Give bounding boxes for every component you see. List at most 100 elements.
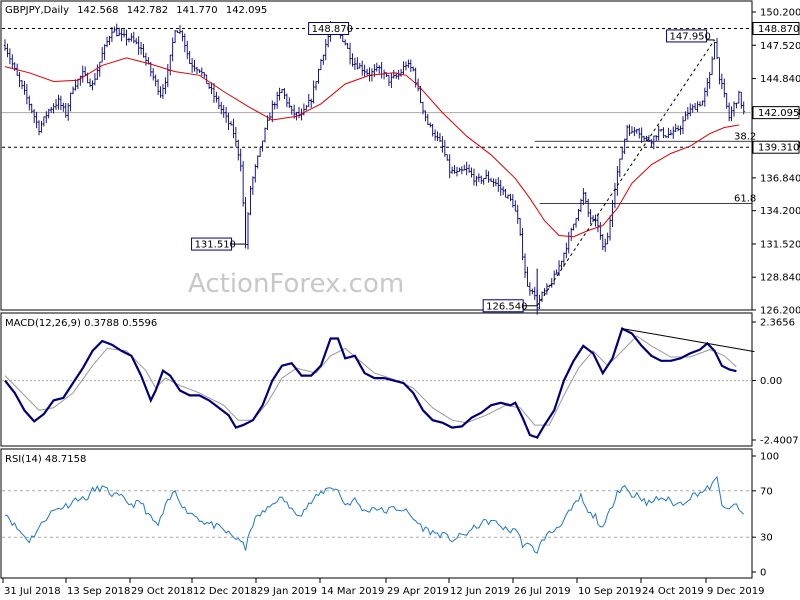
ohlc-bar [484, 169, 488, 180]
ohlc-bar [62, 102, 65, 112]
ohlc-bar [161, 84, 165, 99]
ohlc-bar [98, 61, 101, 77]
ohlc-bar [127, 37, 131, 43]
ohlc-bar [708, 71, 711, 89]
x-tick-label: 24 Oct 2019 [642, 586, 704, 597]
ohlc-bar [582, 188, 585, 206]
ohlc-bar [499, 179, 502, 196]
ohlc-bar [222, 105, 225, 118]
ohlc-bar [443, 139, 447, 157]
ohlc-bar [684, 111, 687, 122]
macd-signal-line [4, 335, 737, 426]
ohlc-bar [181, 30, 184, 42]
ohlc-bar [273, 102, 276, 110]
ohlc-bar [672, 126, 675, 139]
ohlc-bar [271, 100, 274, 123]
ohlc-bar [166, 64, 170, 88]
swing-box [482, 299, 524, 313]
ohlc-bar [521, 227, 524, 261]
ohlc-bar [246, 212, 250, 250]
ohlc-bar [628, 124, 631, 136]
level-box [752, 140, 800, 154]
ohlc-bar [132, 31, 135, 44]
ohlc-bar [224, 107, 228, 123]
ohlc-bar [91, 80, 94, 91]
ohlc-bar [319, 58, 323, 71]
ohlc-bar [256, 155, 259, 169]
ohlc-bar [275, 91, 279, 109]
ohlc-bar [640, 127, 643, 143]
ohlc-bar [341, 34, 344, 43]
ohlc-bar [446, 154, 449, 161]
ohlc-bar [135, 38, 138, 45]
rsi-y-tick-label: 70 [760, 486, 773, 497]
macd-panel-frame [0, 312, 753, 447]
ohlc-bar [57, 94, 60, 110]
ohlc-bar [363, 64, 366, 78]
ohlc-bar [587, 198, 590, 217]
ohlc-bar [83, 66, 87, 77]
ohlc-bar [20, 80, 24, 90]
symbol-label: GBPJPY,Daily [5, 5, 69, 16]
ohlc-bar [171, 37, 174, 62]
ohlc-bar [142, 44, 145, 58]
ohlc-bar [361, 60, 364, 76]
x-tick-label: 29 Oct 2018 [131, 586, 193, 597]
ohlc-bar [232, 118, 235, 139]
ema-line [4, 57, 739, 238]
ohlc-bar [137, 36, 140, 55]
ohlc-bar [110, 26, 114, 43]
ohlc-bar [494, 178, 498, 187]
ohlc-low: 141.770 [176, 5, 217, 16]
ohlc-bar [538, 294, 541, 310]
price-y-tick-label: 131.520 [760, 239, 800, 250]
ohlc-bar [8, 48, 12, 65]
ohlc-bar [489, 177, 493, 182]
ohlc-bar [263, 127, 267, 143]
ohlc-bar [501, 186, 505, 196]
ohlc-bar [465, 161, 468, 176]
ohlc-bar [698, 101, 702, 107]
ohlc-bar [237, 139, 240, 161]
ohlc-bar [655, 135, 658, 142]
ohlc-bar [402, 61, 405, 75]
fib-label: 38.2 [734, 131, 756, 142]
ohlc-bar [69, 92, 72, 112]
ohlc-bar [378, 65, 381, 74]
watermark-text: ActionForex.com [188, 269, 404, 299]
level-label: 139.310 [758, 143, 799, 154]
ohlc-bar [45, 111, 48, 124]
ohlc-bar [176, 30, 179, 34]
ohlc-bar [574, 218, 578, 228]
ohlc-bar [516, 204, 519, 224]
x-tick-label: 9 Dec 2019 [707, 586, 765, 597]
ohlc-bar [472, 168, 476, 186]
ohlc-bar [596, 213, 600, 233]
ohlc-bar [11, 54, 14, 69]
ohlc-bar [686, 106, 690, 120]
ohlc-bar [193, 59, 196, 72]
ohlc-bar [618, 158, 621, 178]
ohlc-bar [601, 234, 604, 250]
ohlc-bar [669, 129, 673, 136]
last-price-label: 142.095 [758, 108, 799, 119]
ohlc-bar [511, 194, 515, 208]
ohlc-bar [302, 103, 306, 116]
ohlc-bar [650, 139, 653, 148]
price-y-tick-label: 128.840 [760, 273, 800, 284]
ohlc-bar [278, 87, 281, 101]
price-y-tick-label: 134.200 [760, 206, 800, 217]
ohlc-bar [436, 131, 439, 141]
ohlc-bar [42, 116, 46, 127]
ohlc-bar [64, 102, 67, 118]
ohlc-bar [234, 126, 238, 147]
ohlc-bar [635, 128, 638, 134]
ohlc-bar [212, 82, 216, 103]
ohlc-bar [88, 78, 92, 88]
price-y-tick-label: 144.840 [760, 74, 800, 85]
x-tick-label: 10 Sep 2019 [578, 586, 641, 597]
ohlc-bar [407, 59, 410, 68]
ohlc-bar [657, 125, 660, 141]
ohlc-bar [254, 164, 257, 183]
ohlc-bar [737, 90, 741, 104]
